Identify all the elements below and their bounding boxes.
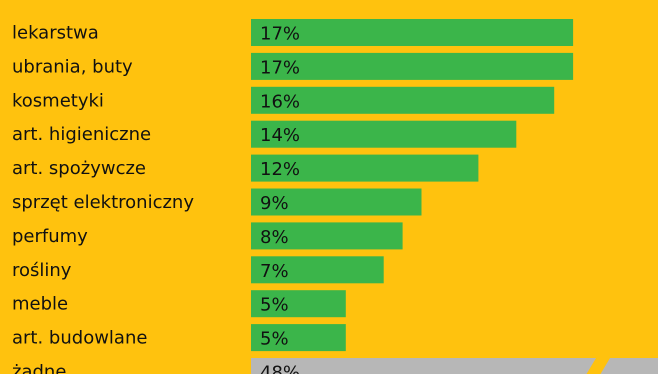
category-label-2: kosmetyki — [12, 90, 104, 111]
category-label-9: art. budowlane — [12, 328, 147, 349]
value-label-4: 12% — [260, 159, 300, 180]
bar-0 — [251, 19, 574, 46]
category-label-4: art. spożywcze — [12, 158, 146, 179]
bar-8 — [251, 290, 346, 318]
category-label-8: meble — [12, 294, 68, 315]
value-label-6: 8% — [260, 227, 289, 248]
value-label-9: 5% — [260, 329, 289, 350]
category-label-7: rośliny — [12, 260, 72, 281]
bar-10 — [251, 358, 596, 374]
value-label-8: 5% — [260, 295, 289, 316]
value-label-10: 48% — [260, 363, 300, 374]
value-label-1: 17% — [260, 57, 300, 78]
value-label-2: 16% — [260, 91, 300, 112]
bar-1 — [251, 52, 574, 80]
value-label-0: 17% — [260, 24, 300, 45]
bar-7 — [251, 256, 384, 284]
value-labels: 17% 17% 16% 14% 12% 9% 8% 7% 5% 5% 48% — [260, 24, 300, 374]
value-label-5: 9% — [260, 193, 289, 214]
bar-4 — [251, 154, 479, 182]
category-label-1: ubrania, buty — [12, 56, 133, 77]
category-label-6: perfumy — [12, 226, 88, 247]
category-label-5: sprzęt elektroniczny — [12, 192, 194, 213]
bar-5 — [251, 188, 422, 216]
value-label-3: 14% — [260, 125, 300, 146]
bar-6 — [251, 222, 403, 250]
category-label-3: art. higieniczne — [12, 124, 151, 145]
bar-2 — [251, 86, 555, 114]
bar-9 — [251, 324, 346, 352]
category-labels: lekarstwa ubrania, buty kosmetyki art. higi… — [12, 23, 194, 374]
bar-10-continued — [600, 358, 658, 374]
bar-3 — [251, 120, 517, 148]
category-label-0: lekarstwa — [12, 23, 99, 44]
category-label-10: żadne — [12, 362, 66, 374]
bars-group — [251, 19, 658, 374]
value-label-7: 7% — [260, 261, 289, 282]
